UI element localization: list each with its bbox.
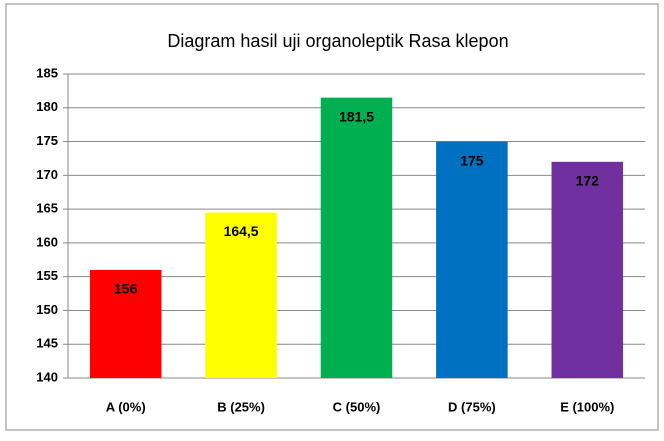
y-tick-label: 150: [36, 302, 58, 317]
x-tick-label: E (100%): [560, 399, 614, 414]
y-tick-label: 155: [36, 268, 58, 283]
y-tick-label: 165: [36, 201, 58, 216]
chart-title: Diagram hasil uji organoleptik Rasa klep…: [167, 31, 508, 51]
value-label: 175: [460, 152, 484, 168]
bar: [551, 161, 624, 378]
value-label: 172: [576, 173, 600, 189]
value-label: 181,5: [339, 108, 374, 124]
y-tick-label: 160: [36, 234, 58, 249]
x-tick-label: B (25%): [217, 399, 265, 414]
y-tick-label: 185: [36, 65, 58, 80]
bar: [205, 212, 277, 378]
y-tick-label: 140: [36, 369, 58, 384]
x-tick-label: D (75%): [448, 399, 496, 414]
value-label: 156: [114, 281, 138, 297]
y-tick-label: 175: [36, 133, 58, 148]
bar: [89, 269, 162, 378]
x-tick-label: A (0%): [106, 399, 146, 414]
bar: [320, 97, 393, 379]
bar: [436, 141, 508, 378]
x-tick-label: C (50%): [333, 399, 381, 414]
y-tick-label: 145: [36, 336, 58, 351]
y-tick-label: 180: [36, 99, 58, 114]
y-tick-label: 170: [36, 167, 58, 182]
value-label: 164,5: [224, 223, 259, 239]
